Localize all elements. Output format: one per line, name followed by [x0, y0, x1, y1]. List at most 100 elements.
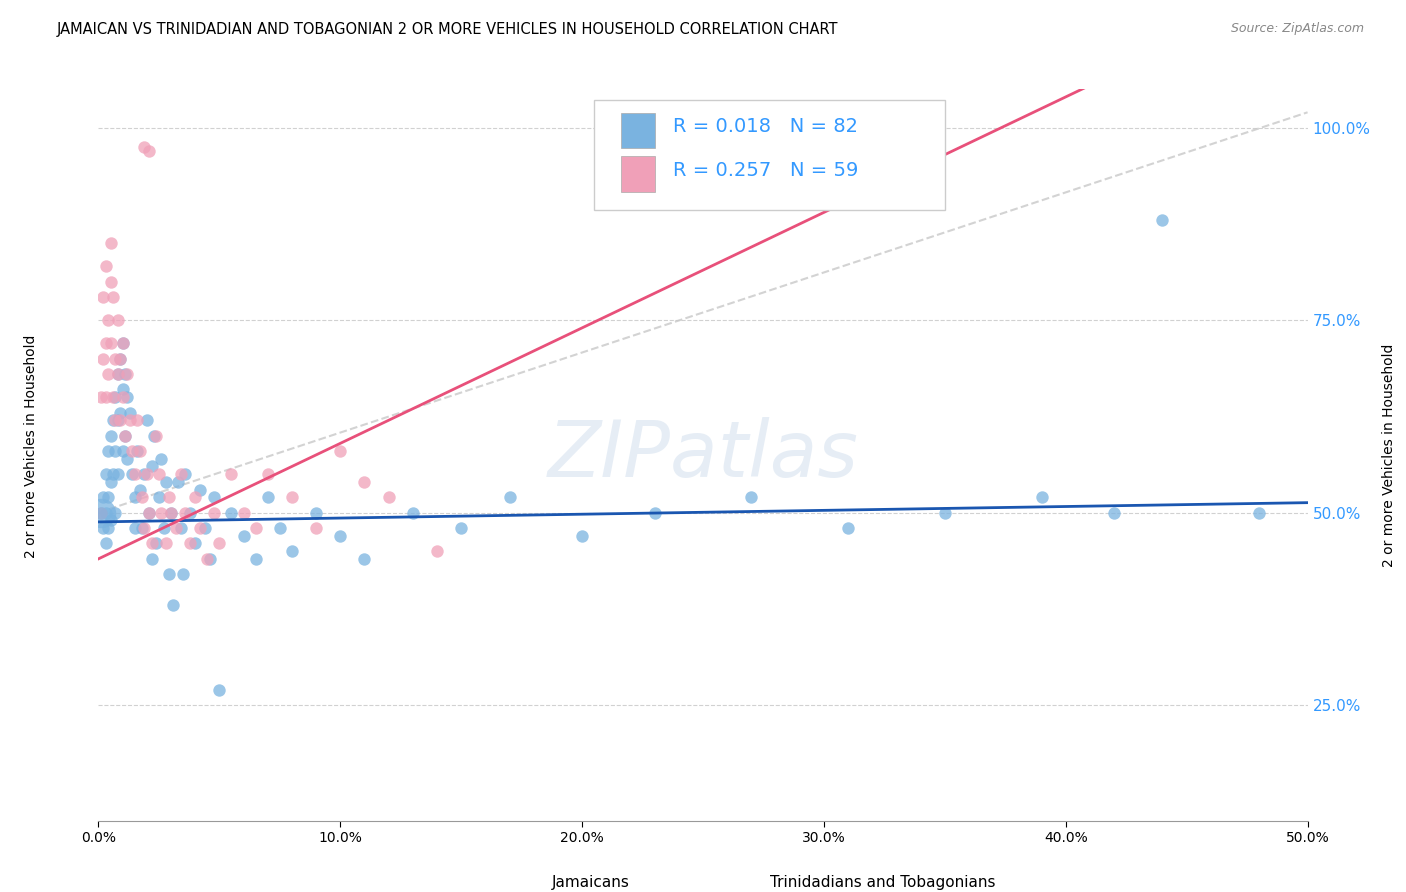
- Point: [148, 467, 170, 482]
- Point: [121, 467, 143, 482]
- Point: [135, 467, 157, 482]
- Point: [104, 413, 127, 427]
- Point: [101, 413, 124, 427]
- Point: [160, 506, 183, 520]
- Point: [138, 144, 160, 158]
- Point: [131, 490, 153, 504]
- Point: [281, 544, 304, 558]
- Point: [155, 536, 177, 550]
- Point: [188, 521, 211, 535]
- Point: [131, 521, 153, 535]
- Point: [571, 529, 593, 543]
- Point: [179, 506, 201, 520]
- Point: [128, 483, 150, 497]
- Point: [150, 506, 173, 520]
- Point: [208, 536, 231, 550]
- Point: [100, 475, 122, 489]
- Point: [100, 513, 122, 527]
- Point: [162, 598, 184, 612]
- Point: [194, 521, 217, 535]
- Point: [145, 536, 167, 550]
- Point: [281, 490, 304, 504]
- Text: ZIPatlas: ZIPatlas: [547, 417, 859, 493]
- Point: [184, 490, 207, 504]
- Text: R = 0.257   N = 59: R = 0.257 N = 59: [672, 161, 858, 180]
- Point: [740, 490, 762, 504]
- Point: [97, 490, 120, 504]
- Point: [135, 413, 157, 427]
- Point: [426, 544, 449, 558]
- Point: [121, 444, 143, 458]
- Point: [97, 313, 120, 327]
- Point: [305, 521, 328, 535]
- Point: [155, 475, 177, 489]
- Point: [134, 467, 156, 482]
- Point: [204, 506, 226, 520]
- Point: [91, 521, 114, 535]
- Point: [172, 567, 194, 582]
- Point: [124, 467, 146, 482]
- Point: [108, 406, 131, 420]
- Point: [107, 313, 129, 327]
- Point: [128, 444, 150, 458]
- Point: [165, 521, 187, 535]
- Point: [169, 521, 191, 535]
- Text: Jamaicans: Jamaicans: [551, 875, 630, 890]
- Point: [174, 506, 197, 520]
- Point: [108, 351, 131, 366]
- Point: [91, 351, 114, 366]
- Point: [148, 490, 170, 504]
- Point: [150, 451, 173, 466]
- Point: [1152, 213, 1174, 227]
- Point: [169, 467, 191, 482]
- Point: [232, 506, 254, 520]
- Point: [90, 506, 112, 520]
- Point: [188, 483, 211, 497]
- Point: [108, 413, 131, 427]
- Point: [100, 236, 122, 251]
- Point: [100, 275, 122, 289]
- Point: [104, 351, 127, 366]
- Point: [1031, 490, 1053, 504]
- Point: [329, 444, 352, 458]
- Point: [124, 490, 146, 504]
- Point: [104, 506, 127, 520]
- Point: [305, 506, 328, 520]
- Point: [118, 413, 141, 427]
- Text: Source: ZipAtlas.com: Source: ZipAtlas.com: [1230, 22, 1364, 36]
- Point: [97, 367, 120, 381]
- Point: [1249, 506, 1271, 520]
- Point: [377, 490, 399, 504]
- Point: [111, 444, 134, 458]
- Point: [107, 367, 129, 381]
- Point: [114, 428, 136, 442]
- Point: [118, 406, 141, 420]
- Point: [100, 428, 122, 442]
- Point: [90, 506, 112, 520]
- Point: [94, 260, 117, 274]
- Point: [127, 413, 149, 427]
- Point: [198, 552, 221, 566]
- Point: [94, 390, 117, 404]
- Point: [245, 521, 267, 535]
- Point: [94, 467, 117, 482]
- Point: [127, 444, 149, 458]
- Point: [204, 490, 226, 504]
- Point: [117, 451, 139, 466]
- Point: [111, 390, 134, 404]
- Point: [232, 529, 254, 543]
- Text: JAMAICAN VS TRINIDADIAN AND TOBAGONIAN 2 OR MORE VEHICLES IN HOUSEHOLD CORRELATI: JAMAICAN VS TRINIDADIAN AND TOBAGONIAN 2…: [56, 22, 838, 37]
- Point: [134, 140, 156, 154]
- FancyBboxPatch shape: [509, 871, 540, 892]
- Point: [111, 336, 134, 351]
- Point: [157, 567, 180, 582]
- Point: [837, 521, 859, 535]
- FancyBboxPatch shape: [621, 112, 655, 148]
- Point: [107, 367, 129, 381]
- Point: [167, 475, 190, 489]
- Point: [157, 490, 180, 504]
- Point: [138, 506, 160, 520]
- Point: [101, 467, 124, 482]
- Point: [90, 390, 112, 404]
- Point: [256, 467, 278, 482]
